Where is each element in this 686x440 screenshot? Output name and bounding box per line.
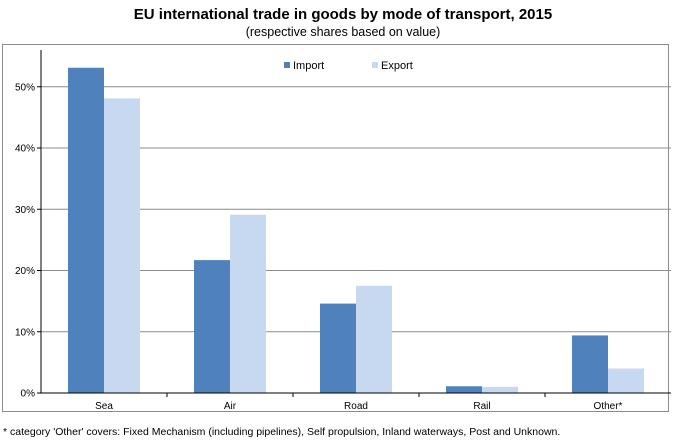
bar-import-rail <box>446 386 482 393</box>
bar-export-rail <box>482 386 518 393</box>
y-tick-label: 40% <box>15 144 35 155</box>
bar-export-road <box>356 285 392 393</box>
x-tick-label: Sea <box>95 401 113 412</box>
x-tick-label: Rail <box>473 401 490 412</box>
chart-title: EU international trade in goods by mode … <box>133 6 553 23</box>
legend-label-import: Import <box>293 60 324 72</box>
bars <box>68 67 644 393</box>
bar-import-sea <box>68 67 104 393</box>
legend-label-export: Export <box>381 60 413 72</box>
bar-export-other <box>608 368 644 393</box>
y-tick-label: 50% <box>15 82 35 93</box>
y-tick-label: 10% <box>15 327 35 338</box>
legend-swatch-import <box>284 62 290 68</box>
x-tick-label: Air <box>224 401 237 412</box>
bar-export-sea <box>104 98 140 393</box>
bar-import-air <box>194 260 230 393</box>
legend: Import Export <box>284 60 413 72</box>
y-tick-label: 0% <box>21 389 36 400</box>
chart-frame <box>2 44 669 412</box>
x-tick-label: Other* <box>594 401 623 412</box>
bar-import-road <box>320 303 356 393</box>
bar-import-other <box>572 335 608 393</box>
x-tick-label: Road <box>344 401 368 412</box>
bar-export-air <box>230 214 266 393</box>
y-tick-label: 30% <box>15 205 35 216</box>
axes: 0% 10% 20% 30% 40% 50% Sea Air Road Rail Other* <box>15 50 671 412</box>
footnote: * category 'Other' covers: Fixed Mechani… <box>3 426 561 438</box>
legend-swatch-export <box>372 62 378 68</box>
y-tick-label: 20% <box>15 266 35 277</box>
chart-subtitle: (respective shares based on value) <box>245 25 441 39</box>
